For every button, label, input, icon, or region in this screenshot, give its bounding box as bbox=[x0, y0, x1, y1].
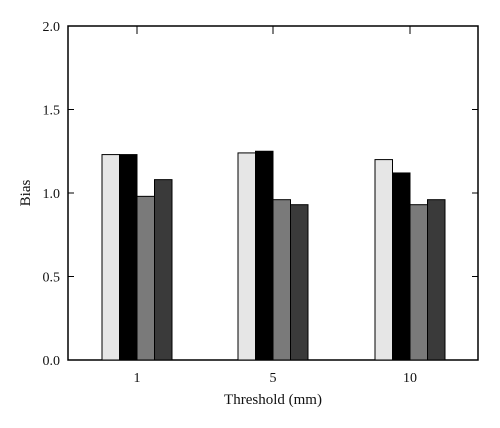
bar-series-4-category-1 bbox=[154, 179, 173, 361]
bar-series-3-category-10 bbox=[409, 204, 428, 361]
bar-series-3-category-1 bbox=[136, 195, 155, 361]
bar-series-4-category-5 bbox=[290, 204, 309, 361]
y-tick-label: 2.0 bbox=[43, 20, 61, 35]
bar-series-3-category-5 bbox=[272, 199, 291, 361]
x-tick-label: 1 bbox=[134, 371, 141, 386]
x-tick-label: 10 bbox=[403, 371, 417, 386]
bar-series-4-category-10 bbox=[427, 199, 446, 361]
x-axis-ticks: 1 5 10 bbox=[134, 26, 417, 386]
bars-group bbox=[101, 150, 446, 361]
bar-series-1-category-10 bbox=[374, 159, 393, 361]
y-tick-label: 1.5 bbox=[43, 104, 61, 119]
x-axis-label: Threshold (mm) bbox=[224, 392, 322, 408]
y-tick-label: 1.0 bbox=[43, 187, 61, 202]
y-tick-label: 0.0 bbox=[43, 354, 61, 369]
bar-series-2-category-10 bbox=[392, 172, 411, 361]
x-tick-label: 5 bbox=[270, 371, 277, 386]
bar-series-1-category-5 bbox=[237, 152, 256, 361]
y-axis-ticks: 0.0 0.5 1.0 1.5 2.0 bbox=[43, 20, 478, 369]
y-axis-label: Bias bbox=[18, 180, 34, 207]
bar-series-1-category-1 bbox=[101, 154, 120, 361]
bar-series-2-category-5 bbox=[255, 150, 274, 361]
y-tick-label: 0.5 bbox=[43, 271, 61, 286]
bar-series-2-category-1 bbox=[119, 154, 138, 361]
